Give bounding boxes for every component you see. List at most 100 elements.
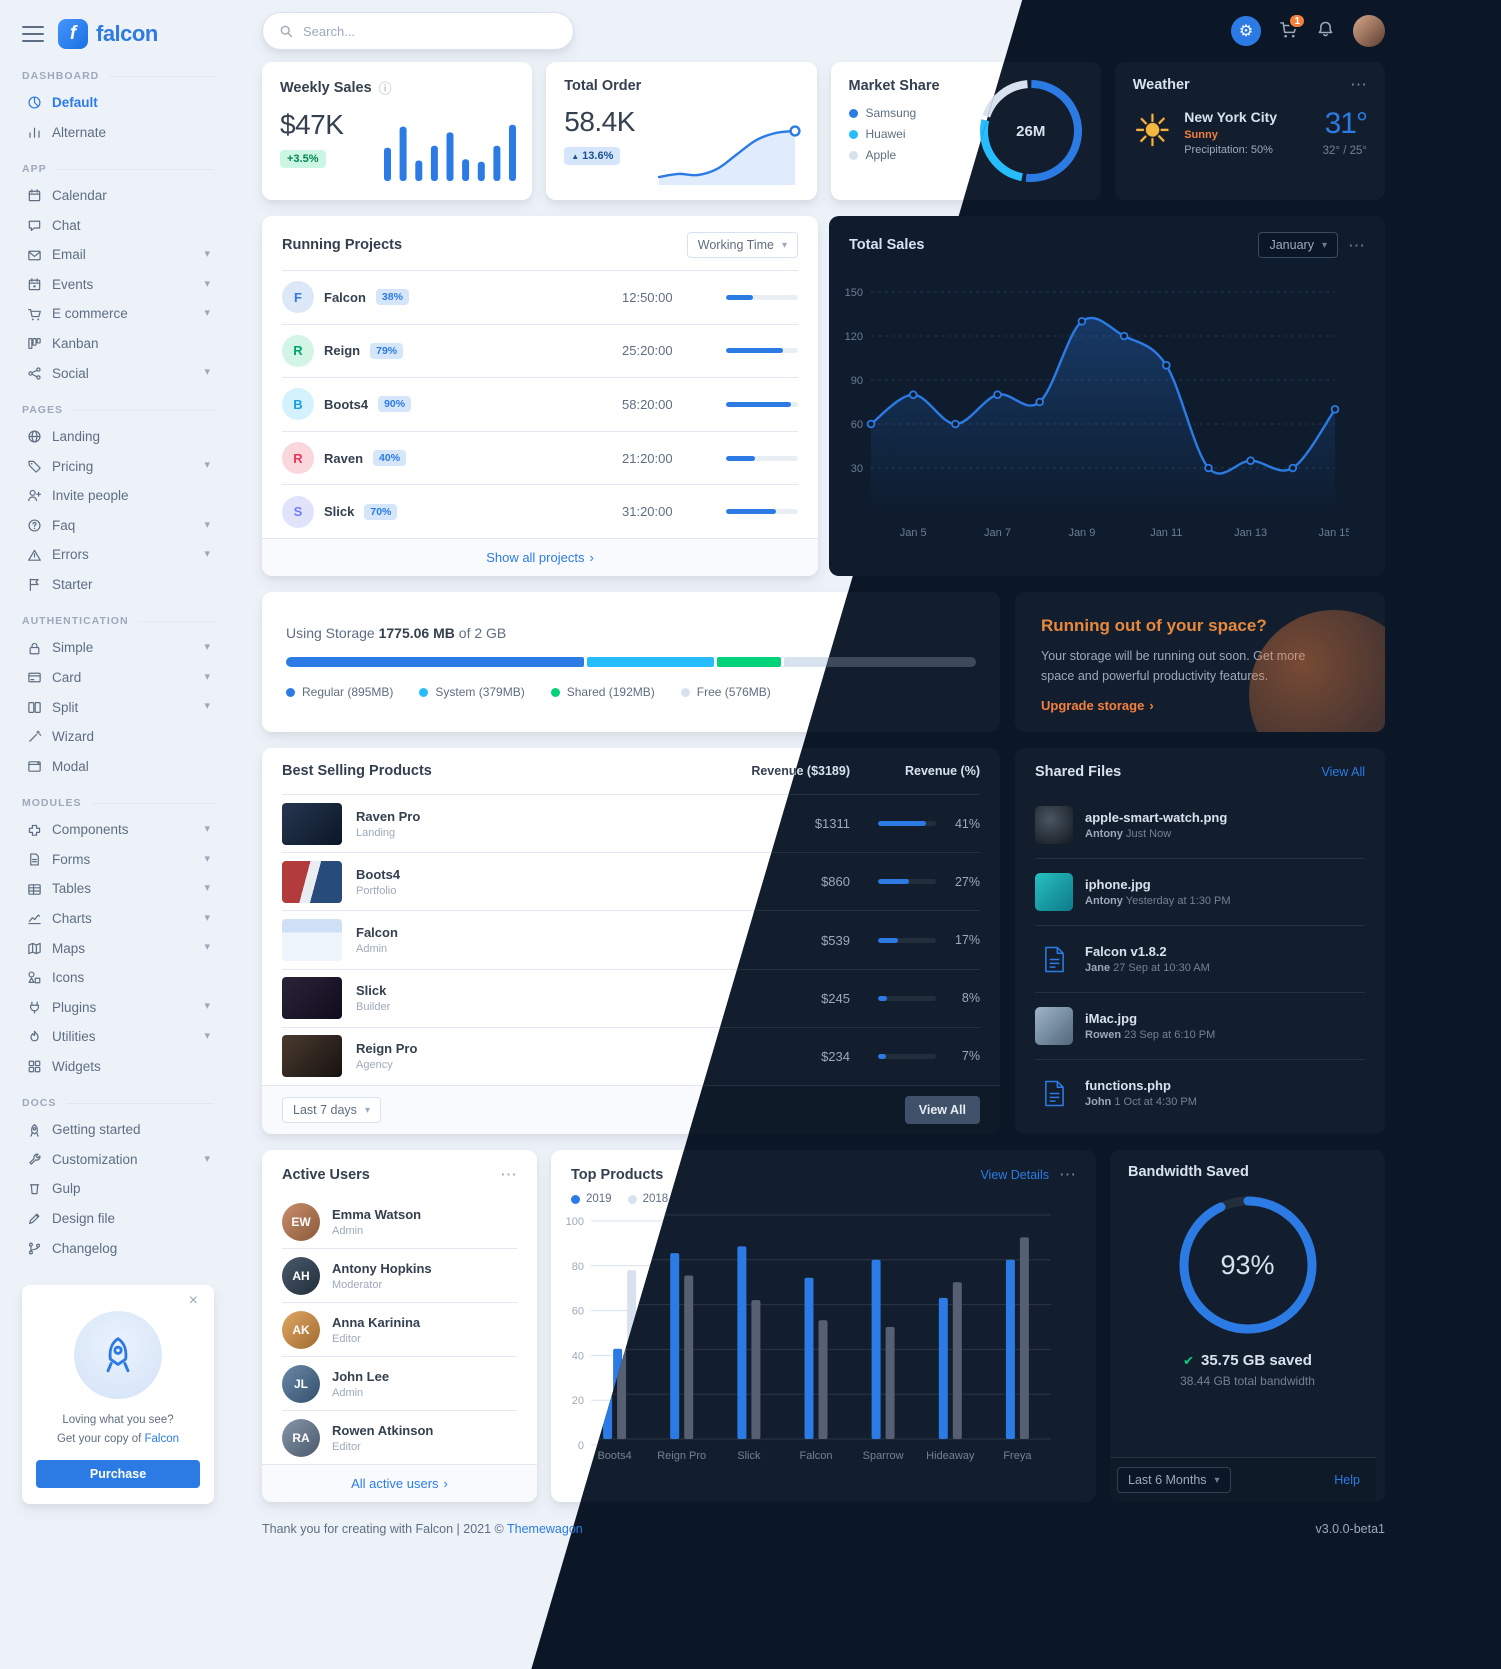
sidebar-item-modal[interactable]: Modal ▾ bbox=[22, 752, 214, 782]
product-name-link[interactable]: Falcon bbox=[356, 925, 398, 940]
product-thumbnail[interactable] bbox=[282, 802, 342, 845]
sidebar-item-events[interactable]: Events ▾ bbox=[22, 270, 214, 300]
sidebar-item-split[interactable]: Split ▾ bbox=[22, 693, 214, 723]
file-name-link[interactable]: iphone.jpg bbox=[1085, 877, 1151, 892]
upgrade-storage-link[interactable]: Upgrade storage › bbox=[1041, 698, 1359, 713]
user-name-link[interactable]: Emma Watson bbox=[332, 1206, 422, 1222]
sidebar-item-alternate[interactable]: Alternate ▾ bbox=[22, 118, 214, 148]
sidebar-item-customization[interactable]: Customization ▾ bbox=[22, 1145, 214, 1175]
view-details-link[interactable]: View Details bbox=[980, 1167, 1049, 1182]
dots-menu-icon[interactable]: ⋯ bbox=[1059, 1165, 1076, 1184]
svg-text:100: 100 bbox=[566, 1216, 584, 1228]
file-name-link[interactable]: apple-smart-watch.png bbox=[1085, 810, 1228, 825]
market-share-title: Market Share bbox=[848, 78, 940, 94]
product-revenue: $245 bbox=[821, 990, 850, 1006]
legend-label: Huawei bbox=[865, 127, 906, 141]
sidebar-item-components[interactable]: Components ▾ bbox=[22, 815, 214, 845]
product-revenue: $860 bbox=[821, 874, 850, 890]
month-select[interactable]: January ▾ bbox=[1258, 232, 1338, 258]
sidebar-item-changelog[interactable]: Changelog ▾ bbox=[22, 1234, 214, 1264]
view-all-link[interactable]: View All bbox=[1321, 765, 1365, 779]
product-thumbnail[interactable] bbox=[282, 919, 342, 961]
show-all-projects-link[interactable]: Show all projects › bbox=[262, 538, 818, 576]
falcon-logo-icon: f bbox=[58, 19, 88, 49]
sidebar-item-faq[interactable]: Faq ▾ bbox=[22, 511, 214, 541]
sidebar-item-plugins[interactable]: Plugins ▾ bbox=[22, 993, 214, 1023]
info-icon[interactable]: ⓘ bbox=[378, 81, 392, 96]
themewagon-link[interactable]: Themewagon bbox=[507, 1522, 583, 1536]
bandwidth-total: 38.44 GB total bandwidth bbox=[1180, 1374, 1315, 1388]
sidebar-item-charts[interactable]: Charts ▾ bbox=[22, 904, 214, 934]
project-name-link[interactable]: Raven bbox=[324, 450, 364, 466]
user-name-link[interactable]: John Lee bbox=[332, 1368, 390, 1384]
sidebar-item-forms[interactable]: Forms ▾ bbox=[22, 845, 214, 875]
last-6-months-select[interactable]: Last 6 Months ▾ bbox=[1117, 1467, 1231, 1493]
product-thumbnail[interactable] bbox=[282, 860, 342, 903]
sidebar-item-email[interactable]: Email ▾ bbox=[22, 240, 214, 270]
dots-menu-icon[interactable]: ⋯ bbox=[1350, 75, 1367, 94]
sidebar-item-tables[interactable]: Tables ▾ bbox=[22, 874, 214, 904]
product-name-link[interactable]: Slick bbox=[356, 983, 387, 999]
promo-falcon-link[interactable]: Falcon bbox=[144, 1432, 180, 1445]
search-box[interactable] bbox=[262, 12, 574, 50]
user-avatar[interactable] bbox=[1353, 15, 1385, 47]
notifications-bell-button[interactable] bbox=[1316, 20, 1335, 42]
project-name-link[interactable]: Falcon bbox=[324, 289, 366, 305]
user-row: EW Emma Watson Admin bbox=[282, 1195, 517, 1248]
sidebar-item-calendar[interactable]: Calendar ▾ bbox=[22, 181, 214, 211]
sidebar-item-social[interactable]: Social ▾ bbox=[22, 359, 214, 389]
sidebar-item-design-file[interactable]: Design file ▾ bbox=[22, 1204, 214, 1234]
all-active-users-link[interactable]: All active users › bbox=[262, 1464, 537, 1502]
settings-gear-button[interactable]: ⚙ bbox=[1231, 16, 1261, 46]
sidebar-item-gulp[interactable]: Gulp ▾ bbox=[22, 1174, 214, 1204]
file-name-link[interactable]: iMac.jpg bbox=[1085, 1011, 1138, 1026]
project-name-link[interactable]: Reign bbox=[324, 343, 361, 359]
help-link[interactable]: Help bbox=[1334, 1473, 1360, 1487]
view-all-button[interactable]: View All bbox=[904, 1096, 980, 1124]
file-time: 27 Sep at 10:30 AM bbox=[1113, 962, 1210, 974]
sidebar-item-simple[interactable]: Simple ▾ bbox=[22, 633, 214, 663]
sidebar-item-default[interactable]: Default ▾ bbox=[22, 88, 214, 118]
search-input[interactable] bbox=[301, 22, 557, 40]
sidebar-item-wizard[interactable]: Wizard ▾ bbox=[22, 722, 214, 752]
product-name-link[interactable]: Raven Pro bbox=[356, 808, 421, 824]
legend-item: Huawei bbox=[848, 127, 1083, 141]
sidebar-item-landing[interactable]: Landing ▾ bbox=[22, 422, 214, 452]
product-name-link[interactable]: Reign Pro bbox=[356, 1041, 418, 1057]
last-7-days-select[interactable]: Last 7 days ▾ bbox=[282, 1097, 381, 1123]
working-time-select[interactable]: Working Time ▾ bbox=[686, 232, 798, 258]
purchase-button[interactable]: Purchase bbox=[36, 1459, 200, 1488]
sidebar-item-chat[interactable]: Chat ▾ bbox=[22, 211, 214, 241]
hamburger-menu-button[interactable] bbox=[22, 26, 44, 42]
dots-menu-icon[interactable]: ⋯ bbox=[1348, 235, 1365, 255]
file-name-link[interactable]: Falcon v1.8.2 bbox=[1085, 944, 1167, 959]
user-name-link[interactable]: Anna Karinina bbox=[332, 1314, 421, 1330]
sidebar-item-widgets[interactable]: Widgets ▾ bbox=[22, 1052, 214, 1082]
sidebar-item-getting-started[interactable]: Getting started ▾ bbox=[22, 1115, 214, 1145]
user-name-link[interactable]: Rowen Atkinson bbox=[332, 1422, 434, 1438]
sidebar-item-pricing[interactable]: Pricing ▾ bbox=[22, 452, 214, 482]
product-thumbnail[interactable] bbox=[282, 1035, 342, 1078]
sidebar-item-card[interactable]: Card ▾ bbox=[22, 663, 214, 693]
falcon-logo[interactable]: f falcon bbox=[58, 19, 158, 49]
sidebar-item-e-commerce[interactable]: E commerce ▾ bbox=[22, 299, 214, 329]
dots-menu-icon[interactable]: ⋯ bbox=[500, 1165, 517, 1184]
close-icon[interactable]: × bbox=[183, 1291, 204, 1311]
sidebar-item-icons[interactable]: Icons ▾ bbox=[22, 963, 214, 993]
product-thumbnail[interactable] bbox=[282, 977, 342, 1020]
sidebar-item-maps[interactable]: Maps ▾ bbox=[22, 934, 214, 964]
sidebar-item-label: E commerce bbox=[52, 306, 128, 322]
sidebar-item-kanban[interactable]: Kanban ▾ bbox=[22, 329, 214, 359]
user-name-link[interactable]: Antony Hopkins bbox=[332, 1260, 432, 1276]
project-name-link[interactable]: Boots4 bbox=[324, 396, 369, 412]
project-name-link[interactable]: Slick bbox=[324, 504, 355, 520]
product-name-link[interactable]: Boots4 bbox=[356, 866, 401, 882]
nav-heading-label: Pages bbox=[22, 404, 63, 417]
sidebar-item-errors[interactable]: Errors ▾ bbox=[22, 540, 214, 570]
sidebar-item-starter[interactable]: Starter ▾ bbox=[22, 570, 214, 600]
sidebar-item-invite-people[interactable]: Invite people ▾ bbox=[22, 481, 214, 511]
cart-button[interactable]: 1 bbox=[1279, 13, 1306, 42]
sidebar-item-utilities[interactable]: Utilities ▾ bbox=[22, 1022, 214, 1052]
sidebar-item-label: Widgets bbox=[52, 1058, 101, 1074]
file-name-link[interactable]: functions.php bbox=[1085, 1078, 1171, 1093]
